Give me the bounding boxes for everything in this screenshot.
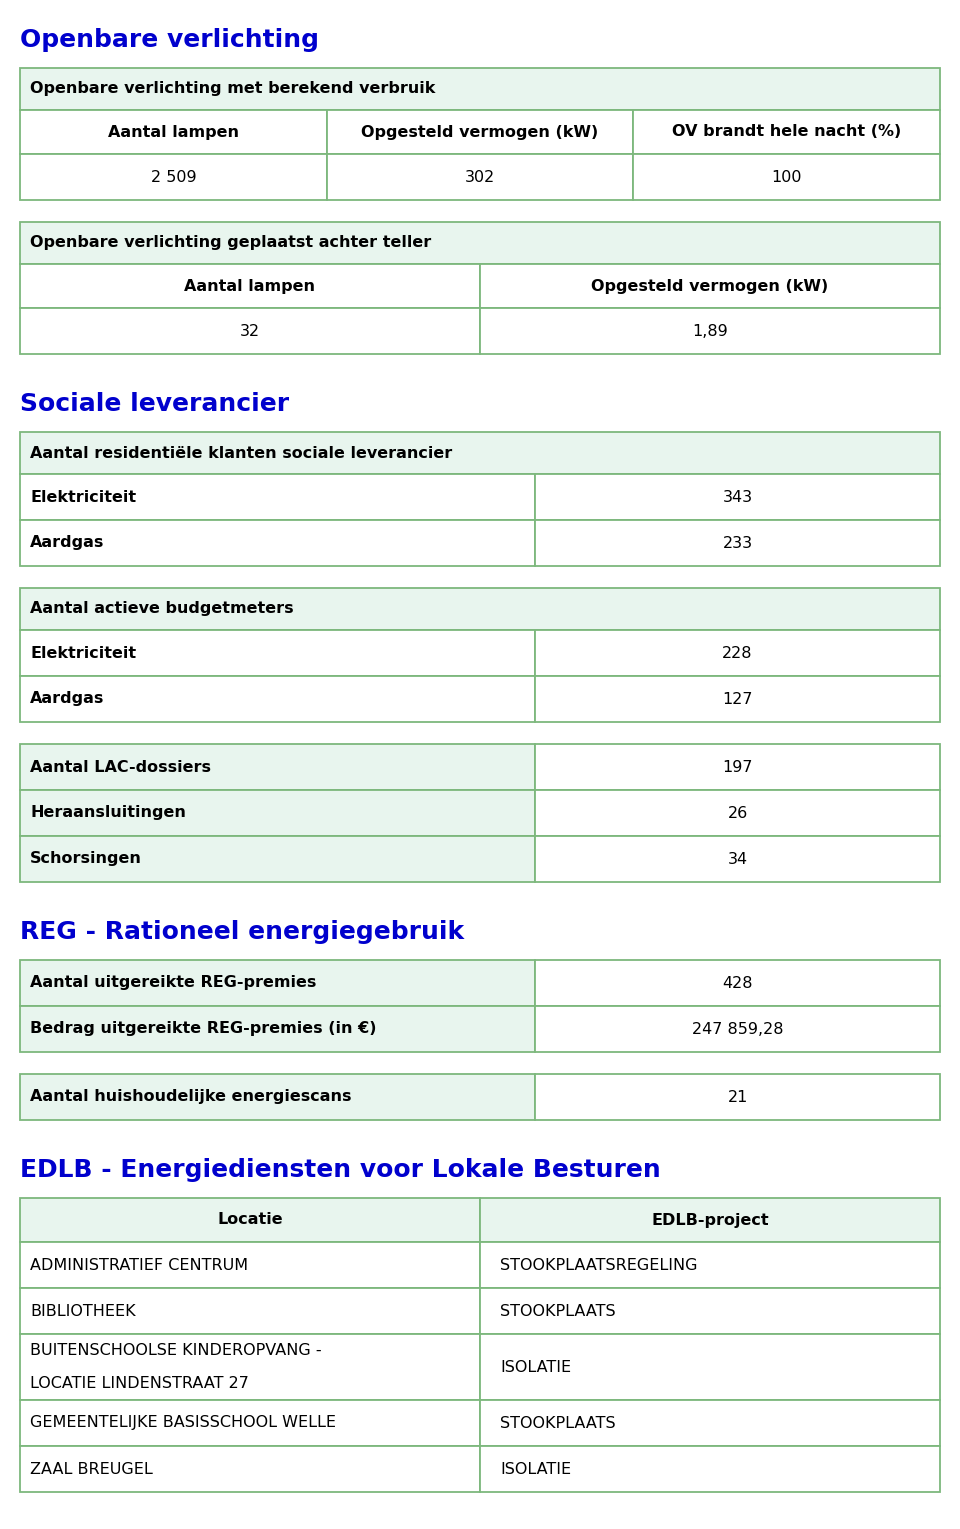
Bar bbox=[480, 307, 940, 355]
Text: Aantal uitgereikte REG-premies: Aantal uitgereikte REG-premies bbox=[30, 976, 317, 991]
Bar bbox=[536, 474, 940, 520]
Bar bbox=[480, 1242, 940, 1287]
Text: Aantal residentiële klanten sociale leverancier: Aantal residentiële klanten sociale leve… bbox=[30, 445, 452, 460]
Bar bbox=[20, 1446, 480, 1492]
Bar bbox=[480, 1287, 940, 1333]
Bar bbox=[536, 1006, 940, 1052]
Bar bbox=[20, 589, 940, 630]
Text: 26: 26 bbox=[728, 806, 748, 821]
Bar bbox=[20, 790, 536, 836]
Bar bbox=[20, 960, 536, 1006]
Bar bbox=[20, 676, 536, 722]
Text: Heraansluitingen: Heraansluitingen bbox=[30, 806, 186, 821]
Text: Openbare verlichting met berekend verbruik: Openbare verlichting met berekend verbru… bbox=[30, 81, 436, 96]
Text: 2 509: 2 509 bbox=[151, 170, 196, 185]
Text: 21: 21 bbox=[728, 1090, 748, 1104]
Bar bbox=[20, 1242, 480, 1287]
Text: BIBLIOTHEEK: BIBLIOTHEEK bbox=[30, 1304, 135, 1318]
Bar bbox=[536, 960, 940, 1006]
Text: Bedrag uitgereikte REG-premies (in €): Bedrag uitgereikte REG-premies (in €) bbox=[30, 1021, 376, 1037]
Bar bbox=[536, 790, 940, 836]
Bar bbox=[20, 67, 940, 110]
Text: 34: 34 bbox=[728, 852, 748, 867]
Text: STOOKPLAATS: STOOKPLAATS bbox=[500, 1416, 615, 1431]
Text: 1,89: 1,89 bbox=[692, 324, 728, 338]
Text: 100: 100 bbox=[772, 170, 802, 185]
Bar bbox=[20, 474, 536, 520]
Bar bbox=[20, 630, 536, 676]
Bar bbox=[326, 154, 634, 200]
Bar bbox=[20, 110, 326, 154]
Bar bbox=[536, 630, 940, 676]
Bar bbox=[20, 1287, 480, 1333]
Bar bbox=[536, 1073, 940, 1121]
Bar bbox=[20, 1199, 480, 1242]
Bar bbox=[20, 520, 536, 566]
Text: 32: 32 bbox=[240, 324, 260, 338]
Bar bbox=[20, 222, 940, 265]
Bar bbox=[20, 433, 940, 474]
Text: EDLB-project: EDLB-project bbox=[651, 1212, 769, 1228]
Text: 247 859,28: 247 859,28 bbox=[692, 1021, 783, 1037]
Bar bbox=[20, 1073, 536, 1121]
Text: Opgesteld vermogen (kW): Opgesteld vermogen (kW) bbox=[361, 124, 599, 139]
Text: Aantal lampen: Aantal lampen bbox=[184, 278, 316, 294]
Bar bbox=[480, 1199, 940, 1242]
Text: ADMINISTRATIEF CENTRUM: ADMINISTRATIEF CENTRUM bbox=[30, 1257, 248, 1272]
Text: Elektriciteit: Elektriciteit bbox=[30, 489, 136, 505]
Text: OV brandt hele nacht (%): OV brandt hele nacht (%) bbox=[672, 124, 901, 139]
Text: Schorsingen: Schorsingen bbox=[30, 852, 142, 867]
Bar bbox=[634, 154, 940, 200]
Text: Aantal huishoudelijke energiescans: Aantal huishoudelijke energiescans bbox=[30, 1090, 351, 1104]
Text: Aantal LAC-dossiers: Aantal LAC-dossiers bbox=[30, 760, 211, 775]
Text: 197: 197 bbox=[722, 760, 753, 775]
Text: BUITENSCHOOLSE KINDEROPVANG -: BUITENSCHOOLSE KINDEROPVANG - bbox=[30, 1342, 322, 1358]
Text: 428: 428 bbox=[722, 976, 753, 991]
Text: 127: 127 bbox=[722, 691, 753, 706]
Text: Aantal lampen: Aantal lampen bbox=[108, 124, 239, 139]
Bar bbox=[480, 1446, 940, 1492]
Text: Openbare verlichting geplaatst achter teller: Openbare verlichting geplaatst achter te… bbox=[30, 235, 431, 251]
Bar bbox=[20, 1006, 536, 1052]
Text: 343: 343 bbox=[723, 489, 753, 505]
Text: EDLB - Energiediensten voor Lokale Besturen: EDLB - Energiediensten voor Lokale Bestu… bbox=[20, 1157, 660, 1182]
Text: 233: 233 bbox=[723, 535, 753, 550]
Bar bbox=[536, 745, 940, 790]
Text: LOCATIE LINDENSTRAAT 27: LOCATIE LINDENSTRAAT 27 bbox=[30, 1376, 249, 1391]
Text: Openbare verlichting: Openbare verlichting bbox=[20, 28, 319, 52]
Text: REG - Rationeel energiegebruik: REG - Rationeel energiegebruik bbox=[20, 920, 464, 943]
Text: STOOKPLAATSREGELING: STOOKPLAATSREGELING bbox=[500, 1257, 698, 1272]
Text: Aardgas: Aardgas bbox=[30, 535, 105, 550]
Bar bbox=[20, 307, 480, 355]
Text: Locatie: Locatie bbox=[217, 1212, 283, 1228]
Text: STOOKPLAATS: STOOKPLAATS bbox=[500, 1304, 615, 1318]
Bar bbox=[20, 1333, 480, 1401]
Bar bbox=[536, 836, 940, 882]
Bar bbox=[20, 1401, 480, 1446]
Text: ISOLATIE: ISOLATIE bbox=[500, 1359, 571, 1375]
Text: 302: 302 bbox=[465, 170, 495, 185]
Text: Sociale leverancier: Sociale leverancier bbox=[20, 391, 289, 416]
Bar bbox=[20, 154, 326, 200]
Bar bbox=[20, 745, 536, 790]
Text: Elektriciteit: Elektriciteit bbox=[30, 645, 136, 661]
Bar bbox=[536, 676, 940, 722]
Bar bbox=[480, 265, 940, 307]
Text: ISOLATIE: ISOLATIE bbox=[500, 1462, 571, 1477]
Bar bbox=[480, 1333, 940, 1401]
Bar bbox=[326, 110, 634, 154]
Text: GEMEENTELIJKE BASISSCHOOL WELLE: GEMEENTELIJKE BASISSCHOOL WELLE bbox=[30, 1416, 336, 1431]
Text: 228: 228 bbox=[722, 645, 753, 661]
Text: Aantal actieve budgetmeters: Aantal actieve budgetmeters bbox=[30, 601, 294, 616]
Text: ZAAL BREUGEL: ZAAL BREUGEL bbox=[30, 1462, 153, 1477]
Bar bbox=[20, 836, 536, 882]
Text: Opgesteld vermogen (kW): Opgesteld vermogen (kW) bbox=[591, 278, 828, 294]
Bar bbox=[634, 110, 940, 154]
Bar bbox=[20, 265, 480, 307]
Bar bbox=[480, 1401, 940, 1446]
Text: Aardgas: Aardgas bbox=[30, 691, 105, 706]
Bar bbox=[536, 520, 940, 566]
